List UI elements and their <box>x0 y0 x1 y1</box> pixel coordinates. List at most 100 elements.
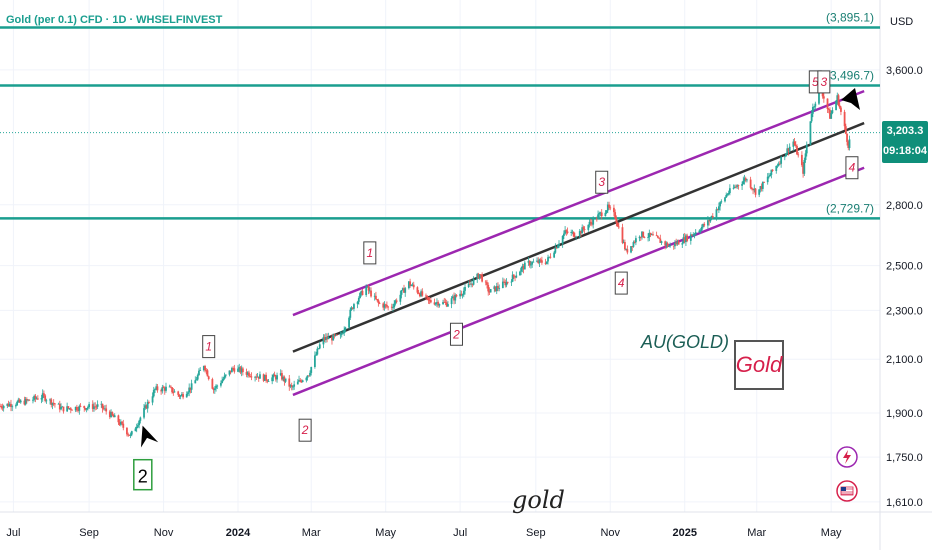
candle-body <box>846 133 848 142</box>
candle-body <box>0 406 3 408</box>
candle-body <box>737 185 740 187</box>
candle-body <box>79 405 82 407</box>
candle-body <box>7 403 10 407</box>
candle-body <box>436 302 438 304</box>
candle-body <box>11 406 14 408</box>
candle-body <box>376 299 379 301</box>
candle-body <box>282 376 285 380</box>
candle-body <box>238 367 241 369</box>
candle-body <box>357 297 360 302</box>
candle-body <box>570 232 573 233</box>
candle-body <box>676 241 679 245</box>
candle-body <box>544 262 547 264</box>
candle-body <box>102 408 105 410</box>
candle-body <box>17 399 20 402</box>
candle-body <box>702 224 704 227</box>
candle-body <box>805 144 808 154</box>
candle-body <box>85 408 88 410</box>
wave-label-box <box>845 156 859 180</box>
candle-body <box>659 238 662 243</box>
candle-body <box>281 373 283 380</box>
candle-body <box>177 391 180 395</box>
candle-body <box>742 180 745 184</box>
currency-label[interactable]: USD <box>890 16 914 28</box>
candle-body <box>390 306 393 308</box>
candle-body <box>86 407 89 409</box>
candle-body <box>555 247 558 249</box>
candle-body <box>262 374 265 381</box>
candle-body <box>520 268 523 272</box>
candle-body <box>758 189 761 195</box>
candle-body <box>207 376 210 380</box>
candle-body <box>514 276 516 278</box>
candle-body <box>117 415 120 423</box>
wave-label-box <box>614 271 628 295</box>
candle-body <box>144 405 147 409</box>
candle-body <box>84 407 87 410</box>
candle-body <box>180 394 183 396</box>
candle-body <box>259 374 261 379</box>
channel-middle-line <box>292 121 865 353</box>
candle-body <box>599 212 602 214</box>
candle-body <box>763 182 765 183</box>
candle-body <box>334 334 337 336</box>
candle-body <box>675 242 678 245</box>
candle-body <box>804 153 807 161</box>
candle-body <box>583 229 586 230</box>
candle-body <box>211 379 214 389</box>
candle-body <box>421 291 424 296</box>
candle-body <box>604 212 607 217</box>
candle-body <box>410 285 413 287</box>
candle-body <box>373 295 376 297</box>
wave-label: 4 <box>849 161 856 175</box>
candle-body <box>622 242 625 243</box>
candle-body <box>44 395 47 401</box>
candle-body <box>67 406 70 409</box>
candle-body <box>592 218 595 225</box>
candle-body <box>625 249 628 250</box>
candle-body <box>835 100 837 111</box>
candle-body <box>367 286 370 291</box>
candle-body <box>803 160 806 174</box>
level-label: (3,496.7) <box>826 68 874 82</box>
candle-body <box>548 256 551 258</box>
candle-body <box>10 403 12 407</box>
candle-body <box>16 401 18 406</box>
candle-body <box>57 403 60 405</box>
candle-body <box>447 304 449 307</box>
us-flag-icon[interactable] <box>836 480 858 502</box>
candle-body <box>113 415 116 418</box>
gold-box-text: Gold <box>735 352 783 377</box>
candle-body <box>549 256 552 258</box>
candle-body <box>699 230 702 232</box>
candle-body <box>94 406 97 408</box>
candle-body <box>412 284 415 288</box>
candle-body <box>650 234 653 236</box>
candle-body <box>843 111 846 127</box>
candle-body <box>127 434 130 436</box>
candle-body <box>709 218 712 222</box>
candle-body <box>36 398 39 400</box>
candle-body <box>392 307 394 309</box>
lightning-icon[interactable] <box>836 446 858 468</box>
candle-body <box>477 273 480 279</box>
candle-body <box>198 370 200 376</box>
arrow-marker-icon <box>140 425 159 448</box>
candle-body <box>501 281 504 288</box>
candle-body <box>68 408 71 410</box>
candle-body <box>732 187 735 189</box>
candle-body <box>121 421 123 424</box>
candle-body <box>493 286 496 290</box>
candle-body <box>237 368 239 372</box>
candle-body <box>649 232 652 235</box>
candle-body <box>484 281 487 283</box>
candle-body <box>685 235 687 243</box>
candle-body <box>727 193 730 195</box>
candle-body <box>126 427 128 435</box>
candle-body <box>538 259 541 264</box>
candle-body <box>725 195 728 198</box>
candle-body <box>309 372 311 376</box>
candle-body <box>119 421 122 425</box>
level-label: (3,895.1) <box>826 11 874 25</box>
